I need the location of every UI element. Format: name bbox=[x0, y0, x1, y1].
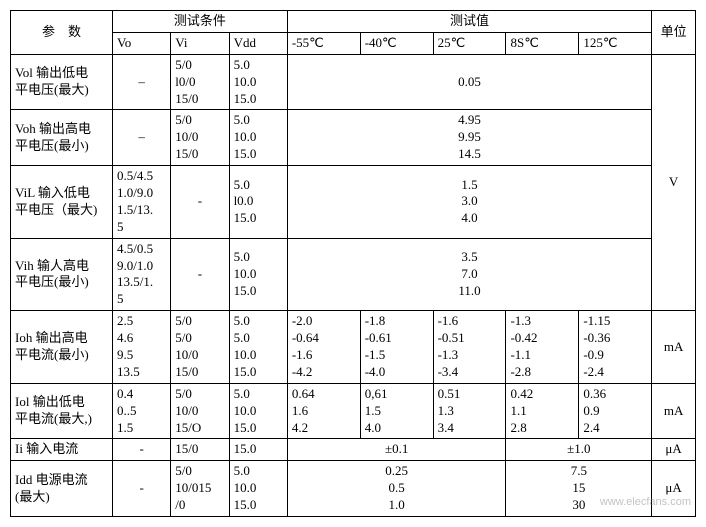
row-iol: Iol 输出低电 平电流(最大,) 0.4 0..5 1.5 5/0 10/0 … bbox=[11, 383, 696, 439]
row-vol: Vol 输出低电 平电压(最大) – 5/0 l0/0 15/0 5.0 10.… bbox=[11, 54, 696, 110]
cell-ii-unit: μA bbox=[652, 439, 696, 461]
cell-idd-unit: μA bbox=[652, 461, 696, 517]
cell-vil-vo: 0.5/4.5 1.0/9.0 1.5/13. 5 bbox=[113, 166, 171, 239]
cell-ii-vi: 15/0 bbox=[171, 439, 229, 461]
cell-vih-vo: 4.5/0.5 9.0/1.0 13.5/1. 5 bbox=[113, 238, 171, 311]
cell-vih-name: Vih 输人高电 平电压(最小) bbox=[11, 238, 113, 311]
header-row-2: Vo Vi Vdd -55℃ -40℃ 25℃ 8S℃ 125℃ bbox=[11, 32, 696, 54]
cell-ii-vo: - bbox=[113, 439, 171, 461]
row-idd: Idd 电源电流 (最大) - 5/0 10/015 /0 5.0 10.0 1… bbox=[11, 461, 696, 517]
hdr-t5: 125℃ bbox=[579, 32, 652, 54]
cell-voh-vi: 5/0 10/0 15/0 bbox=[171, 110, 229, 166]
cell-vil-vdd: 5.0 l0.0 15.0 bbox=[229, 166, 287, 239]
cell-ii-v2: ±1.0 bbox=[506, 439, 652, 461]
row-ioh: Ioh 输出高电 平电流(最小) 2.5 4.6 9.5 13.5 5/0 5/… bbox=[11, 311, 696, 384]
cell-ioh-t5: -1.15 -0.36 -0.9 -2.4 bbox=[579, 311, 652, 384]
cell-vol-vi: 5/0 l0/0 15/0 bbox=[171, 54, 229, 110]
cell-voh-name: Voh 输出高电 平电压(最小) bbox=[11, 110, 113, 166]
hdr-cond: 测试条件 bbox=[113, 11, 288, 33]
cell-ioh-name: Ioh 输出高电 平电流(最小) bbox=[11, 311, 113, 384]
cell-ioh-t4: -1.3 -0.42 -1.1 -2.8 bbox=[506, 311, 579, 384]
cell-iol-vo: 0.4 0..5 1.5 bbox=[113, 383, 171, 439]
hdr-vi: Vi bbox=[171, 32, 229, 54]
cell-ii-vdd: 15.0 bbox=[229, 439, 287, 461]
row-vih: Vih 输人高电 平电压(最小) 4.5/0.5 9.0/1.0 13.5/1.… bbox=[11, 238, 696, 311]
cell-iol-vdd: 5.0 10.0 15.0 bbox=[229, 383, 287, 439]
cell-ioh-vi: 5/0 5/0 10/0 15/0 bbox=[171, 311, 229, 384]
cell-vil-val: 1.5 3.0 4.0 bbox=[287, 166, 651, 239]
cell-vol-val: 0.05 bbox=[287, 54, 651, 110]
hdr-vo: Vo bbox=[113, 32, 171, 54]
cell-iol-t5: 0.36 0.9 2.4 bbox=[579, 383, 652, 439]
cell-vih-vi: - bbox=[171, 238, 229, 311]
cell-ioh-t3: -1.6 -0.51 -1.3 -3.4 bbox=[433, 311, 506, 384]
cell-vol-vdd: 5.0 10.0 15.0 bbox=[229, 54, 287, 110]
cell-vih-vdd: 5.0 10.0 15.0 bbox=[229, 238, 287, 311]
hdr-t4: 8S℃ bbox=[506, 32, 579, 54]
hdr-vdd: Vdd bbox=[229, 32, 287, 54]
cell-unit-v: V bbox=[652, 54, 696, 310]
watermark-text: www.elecfans.com bbox=[600, 496, 691, 508]
cell-voh-vo: – bbox=[113, 110, 171, 166]
hdr-t2: -40℃ bbox=[360, 32, 433, 54]
cell-iol-t2: 0,61 1.5 4.0 bbox=[360, 383, 433, 439]
cell-idd-name: Idd 电源电流 (最大) bbox=[11, 461, 113, 517]
hdr-unit: 单位 bbox=[652, 11, 696, 55]
cell-ii-name: Ii 输入电流 bbox=[11, 439, 113, 461]
cell-vol-vo: – bbox=[113, 54, 171, 110]
cell-vil-vi: - bbox=[171, 166, 229, 239]
row-ii: Ii 输入电流 - 15/0 15.0 ±0.1 ±1.0 μA bbox=[11, 439, 696, 461]
cell-voh-vdd: 5.0 10.0 15.0 bbox=[229, 110, 287, 166]
cell-idd-vi: 5/0 10/015 /0 bbox=[171, 461, 229, 517]
cell-idd-v2: 7.5 15 30 bbox=[506, 461, 652, 517]
hdr-vals: 测试值 bbox=[287, 11, 651, 33]
cell-ioh-t2: -1.8 -0.61 -1.5 -4.0 bbox=[360, 311, 433, 384]
cell-iol-vi: 5/0 10/0 15/O bbox=[171, 383, 229, 439]
cell-vil-name: ViL 输入低电 平电压（最大) bbox=[11, 166, 113, 239]
row-vil: ViL 输入低电 平电压（最大) 0.5/4.5 1.0/9.0 1.5/13.… bbox=[11, 166, 696, 239]
cell-vol-name: Vol 输出低电 平电压(最大) bbox=[11, 54, 113, 110]
cell-iol-t3: 0.51 1.3 3.4 bbox=[433, 383, 506, 439]
cell-idd-vdd: 5.0 10.0 15.0 bbox=[229, 461, 287, 517]
row-voh: Voh 输出高电 平电压(最小) – 5/0 10/0 15/0 5.0 10.… bbox=[11, 110, 696, 166]
cell-iol-t1: 0.64 1.6 4.2 bbox=[287, 383, 360, 439]
cell-ii-v1: ±0.1 bbox=[287, 439, 506, 461]
cell-iol-unit: mA bbox=[652, 383, 696, 439]
cell-ioh-vdd: 5.0 5.0 10.0 15.0 bbox=[229, 311, 287, 384]
cell-ioh-vo: 2.5 4.6 9.5 13.5 bbox=[113, 311, 171, 384]
hdr-t1: -55℃ bbox=[287, 32, 360, 54]
hdr-t3: 25℃ bbox=[433, 32, 506, 54]
cell-ioh-t1: -2.0 -0.64 -1.6 -4.2 bbox=[287, 311, 360, 384]
cell-voh-val: 4.95 9.95 14.5 bbox=[287, 110, 651, 166]
cell-iol-t4: 0.42 1.1 2.8 bbox=[506, 383, 579, 439]
cell-idd-vo: - bbox=[113, 461, 171, 517]
header-row-1: 参 数 测试条件 测试值 单位 bbox=[11, 11, 696, 33]
cell-idd-v1: 0.25 0.5 1.0 bbox=[287, 461, 506, 517]
cell-vih-val: 3.5 7.0 11.0 bbox=[287, 238, 651, 311]
cell-iol-name: Iol 输出低电 平电流(最大,) bbox=[11, 383, 113, 439]
hdr-param: 参 数 bbox=[11, 11, 113, 55]
cell-ioh-unit: mA bbox=[652, 311, 696, 384]
spec-table: 参 数 测试条件 测试值 单位 Vo Vi Vdd -55℃ -40℃ 25℃ … bbox=[10, 10, 696, 517]
